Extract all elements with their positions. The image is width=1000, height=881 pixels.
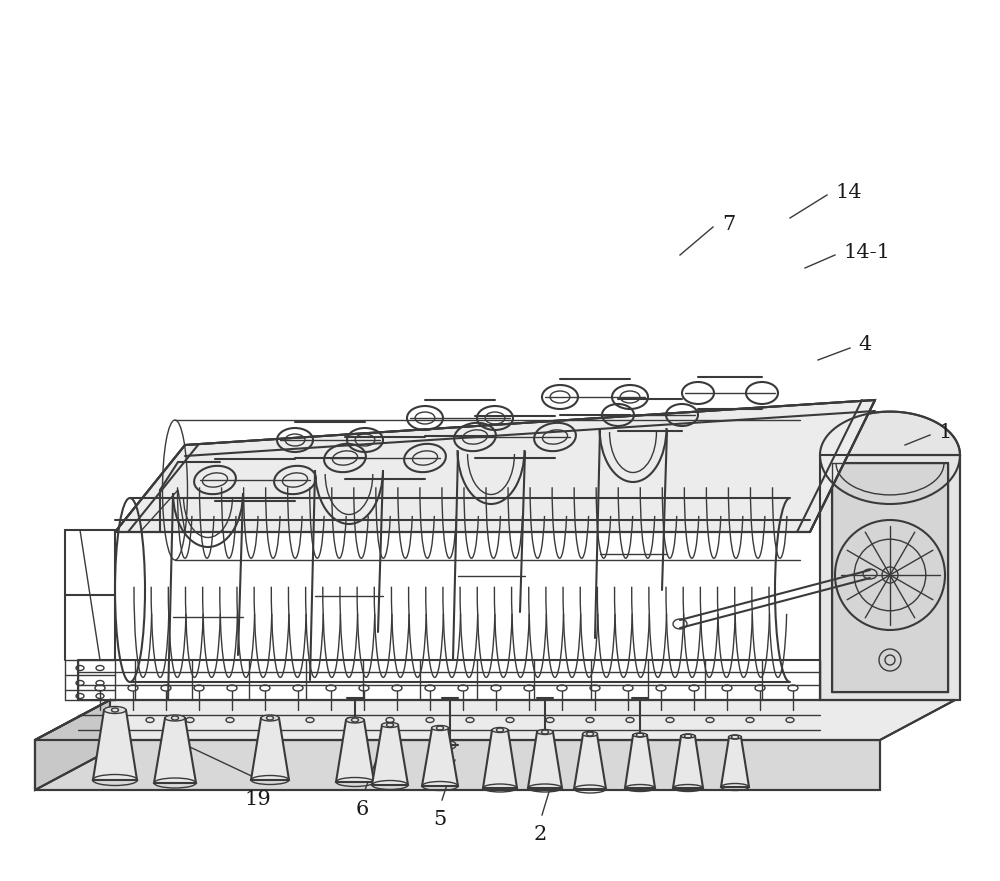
Ellipse shape [492,728,508,732]
Polygon shape [625,735,655,788]
Polygon shape [35,700,955,740]
Ellipse shape [681,734,695,738]
Ellipse shape [261,715,279,721]
Polygon shape [528,732,562,788]
Ellipse shape [582,731,598,737]
Ellipse shape [537,729,553,735]
Ellipse shape [432,725,448,730]
Ellipse shape [104,707,126,714]
Polygon shape [35,740,880,790]
Polygon shape [721,737,749,787]
Ellipse shape [346,717,364,723]
Polygon shape [673,736,703,788]
Ellipse shape [382,722,398,728]
Polygon shape [422,728,458,786]
Polygon shape [820,455,960,700]
Polygon shape [93,710,137,780]
Text: 6: 6 [355,800,369,819]
Text: 14: 14 [835,182,862,202]
Text: 2: 2 [533,825,547,844]
Text: 5: 5 [433,810,447,829]
Text: 14-1: 14-1 [843,242,890,262]
Text: 4: 4 [858,336,871,354]
Ellipse shape [728,735,742,739]
Ellipse shape [165,715,185,721]
Polygon shape [115,400,875,532]
Polygon shape [832,463,948,692]
Polygon shape [820,411,960,455]
Text: 7: 7 [722,214,735,233]
Polygon shape [483,730,517,788]
Polygon shape [35,700,110,790]
Ellipse shape [633,733,647,737]
Polygon shape [372,725,408,785]
Polygon shape [336,720,374,782]
Text: 19: 19 [245,790,271,809]
Polygon shape [251,718,289,780]
Text: 1: 1 [938,423,951,441]
Polygon shape [574,734,606,789]
Polygon shape [154,718,196,783]
